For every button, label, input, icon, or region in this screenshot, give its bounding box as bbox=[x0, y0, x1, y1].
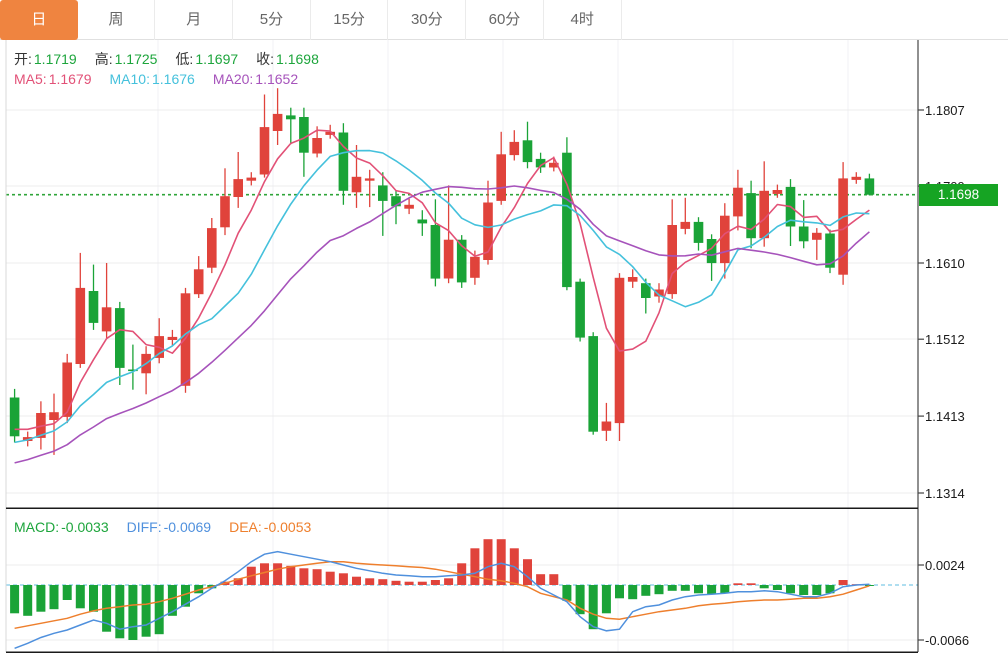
macd-row-dea: DEA: -0.0053 bbox=[229, 519, 312, 535]
current-price-badge: 1.1698 bbox=[919, 183, 998, 206]
price-axis-label: 1.1807 bbox=[925, 102, 965, 118]
price-axis-label: 1.1413 bbox=[925, 408, 965, 424]
tab-60min[interactable]: 60分 bbox=[466, 0, 544, 40]
macd-axis-label: -0.0066 bbox=[925, 632, 970, 648]
ma-row-ma20: MA20: 1.1652 bbox=[212, 71, 299, 87]
tab-day[interactable]: 日 bbox=[0, 0, 78, 40]
macd-row-diff: DIFF: -0.0069 bbox=[126, 519, 212, 535]
ohlc-row-high: 高: 1.1725 bbox=[94, 51, 158, 67]
ohlc-row-low: 低: 1.1697 bbox=[175, 51, 239, 67]
price-axis-label: 1.1512 bbox=[925, 331, 965, 347]
ma-legend-row: MA5: 1.1679 MA10: 1.1676 MA20: 1.1652 bbox=[14, 71, 316, 87]
tab-5min[interactable]: 5分 bbox=[233, 0, 311, 40]
price-axis-label: 1.1314 bbox=[925, 485, 965, 501]
tab-15min[interactable]: 15分 bbox=[311, 0, 389, 40]
ma-row-ma10: MA10: 1.1676 bbox=[109, 71, 195, 87]
macd-row-macd: MACD: -0.0033 bbox=[14, 519, 109, 535]
macd-legend-row: MACD: -0.0033 DIFF: -0.0069 DEA: -0.0053 bbox=[14, 519, 329, 535]
tab-month[interactable]: 月 bbox=[155, 0, 234, 40]
price-axis-label: 1.1610 bbox=[925, 255, 965, 271]
tab-4hour[interactable]: 4时 bbox=[544, 0, 622, 40]
ohlc-row: 开: 1.1719 高: 1.1725 低: 1.1697 收: 1.1698 bbox=[14, 49, 337, 69]
macd-axis-label: 0.0024 bbox=[925, 557, 965, 573]
timeframe-tabbar: 日周月 5分 15分 30分 60分 4时 bbox=[0, 0, 1008, 40]
tab-week[interactable]: 周 bbox=[78, 0, 156, 40]
ma-row-ma5: MA5: 1.1679 bbox=[14, 71, 92, 87]
tab-30min[interactable]: 30分 bbox=[388, 0, 467, 40]
ohlc-row-open: 开: 1.1719 bbox=[14, 51, 77, 67]
ohlc-row-close: 收: 1.1698 bbox=[256, 51, 319, 67]
candlestick-macd-chart[interactable] bbox=[0, 40, 1008, 658]
